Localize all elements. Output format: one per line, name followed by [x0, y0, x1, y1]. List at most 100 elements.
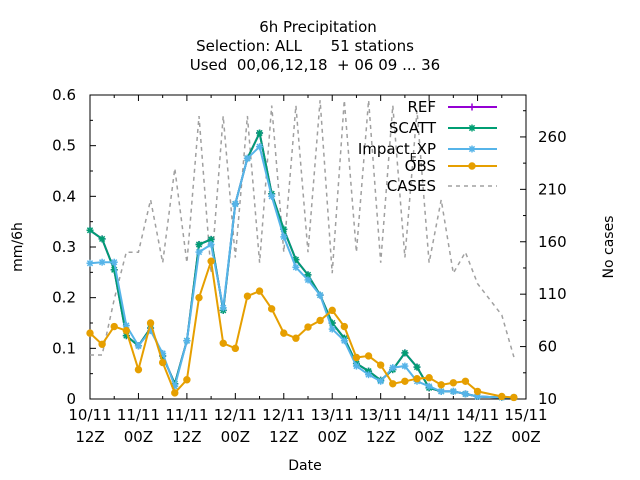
data-point-obs — [195, 293, 203, 302]
data-point-obs — [243, 292, 252, 300]
chart-title-line-1: 6h Precipitation — [259, 18, 377, 36]
x-tick-label-line-1: 12/11 — [214, 406, 257, 424]
data-point-obs — [219, 339, 227, 347]
data-point-obs — [413, 375, 421, 383]
legend-marker-obs — [468, 162, 476, 170]
data-point-impact-exp — [352, 362, 360, 370]
data-point-impact-exp — [219, 304, 227, 312]
data-point-obs — [352, 353, 361, 362]
data-point-impact-exp — [195, 248, 203, 256]
data-point-obs — [510, 393, 518, 402]
data-point-impact-exp — [98, 258, 106, 266]
x-tick-label-line-1: 13/11 — [359, 406, 402, 424]
data-point-scatt — [98, 235, 106, 243]
legend-label-ref: REF — [407, 98, 436, 116]
data-point-scatt — [413, 363, 421, 371]
data-point-impact-exp — [449, 387, 457, 395]
series-line-cases — [90, 100, 515, 358]
legend-marker-ref — [468, 103, 476, 111]
data-point-impact-exp — [292, 263, 300, 271]
x-tick-label-line-1: 11/11 — [117, 406, 160, 424]
x-tick-label-line-2: 00Z — [124, 428, 153, 446]
y-tick-label: 0.4 — [52, 187, 76, 205]
x-tick-label-line-1: 14/11 — [407, 406, 450, 424]
data-point-scatt — [256, 129, 264, 137]
data-point-obs — [316, 316, 324, 325]
data-point-impact-exp — [316, 291, 324, 299]
y2-tick-label: 260 — [538, 128, 567, 146]
x-tick-label-line-2: 00Z — [318, 428, 347, 446]
data-point-obs — [171, 389, 179, 397]
data-point-impact-exp — [183, 337, 191, 345]
data-point-obs — [231, 344, 240, 353]
y-tick-label: 0.1 — [52, 339, 76, 357]
x-axis-label: Date — [288, 458, 321, 474]
series-layer — [86, 100, 518, 402]
y-tick-label: 0.6 — [52, 86, 76, 104]
y-tick-label: 0.5 — [52, 137, 76, 155]
data-point-obs — [158, 358, 167, 367]
y2-tick-label: 160 — [538, 233, 567, 251]
x-tick-label-line-1: 10/11 — [68, 406, 111, 424]
data-point-obs — [437, 381, 445, 389]
chart-title-line-3: Used 00,06,12,18 + 06 09 ... 36 — [190, 56, 440, 74]
data-point-obs — [473, 387, 482, 396]
data-point-impact-exp — [425, 382, 433, 390]
x-tick-label-line-1: 14/11 — [456, 406, 499, 424]
data-point-impact-exp — [474, 392, 482, 400]
data-point-obs — [364, 352, 373, 360]
y-axis-label: mm/6h — [10, 222, 26, 272]
y2-tick-label: 60 — [538, 338, 557, 356]
data-point-scatt — [86, 226, 94, 234]
x-tick-label-line-2: 12Z — [366, 428, 395, 446]
data-point-obs — [134, 365, 143, 374]
data-point-impact-exp — [256, 143, 264, 151]
data-point-obs — [292, 334, 300, 342]
legend-label-obs: OBS — [405, 157, 436, 175]
legend-label-scatt: SCATT — [389, 119, 437, 137]
x-tick-label-line-1: 11/11 — [165, 406, 208, 424]
data-point-obs — [376, 361, 385, 369]
data-point-impact-exp — [280, 233, 288, 241]
data-point-scatt — [328, 319, 336, 327]
x-tick-label-line-2: 12Z — [75, 428, 104, 446]
data-point-impact-exp — [328, 325, 336, 333]
data-point-impact-exp — [365, 371, 373, 379]
x-tick-label-line-2: 00Z — [221, 428, 250, 446]
data-point-obs — [207, 257, 215, 265]
data-point-scatt — [195, 240, 203, 248]
y-tick-label: 0 — [66, 390, 76, 408]
data-point-obs — [389, 380, 397, 388]
data-point-impact-exp — [231, 200, 239, 208]
data-point-impact-exp — [340, 337, 348, 345]
x-tick-label-line-2: 00Z — [414, 428, 443, 446]
legend-marker-impact-exp — [468, 145, 476, 153]
data-point-obs — [461, 377, 470, 385]
legend-label-cases: CASES — [387, 177, 436, 195]
data-point-impact-exp — [243, 154, 251, 162]
series-obs — [86, 257, 518, 402]
data-point-obs — [110, 322, 118, 331]
series-line-impact-exp — [89, 144, 514, 399]
chart-title-block: 6h Precipitation Selection: ALL 51 stati… — [190, 18, 440, 74]
chart-title-line-2: Selection: ALL 51 stations — [196, 37, 414, 55]
data-point-impact-exp — [134, 342, 142, 350]
x-tick-label-line-1: 15/11 — [504, 406, 547, 424]
data-point-obs — [183, 376, 191, 384]
data-point-obs — [425, 374, 433, 382]
x-tick-label-line-2: 12Z — [269, 428, 298, 446]
data-point-scatt — [401, 349, 409, 357]
data-point-obs — [98, 340, 106, 348]
data-point-impact-exp — [401, 362, 409, 370]
series-line-obs — [89, 260, 514, 399]
y-tick-label: 0.2 — [52, 289, 76, 307]
data-point-impact-exp — [461, 390, 469, 398]
data-point-obs — [86, 329, 94, 337]
data-point-impact-exp — [304, 276, 312, 284]
data-point-obs — [122, 326, 131, 335]
data-point-impact-exp — [110, 258, 118, 266]
legend-label-impact-exp: ImpactEXP — [358, 140, 436, 164]
data-point-obs — [280, 329, 288, 337]
data-point-obs — [449, 379, 458, 387]
